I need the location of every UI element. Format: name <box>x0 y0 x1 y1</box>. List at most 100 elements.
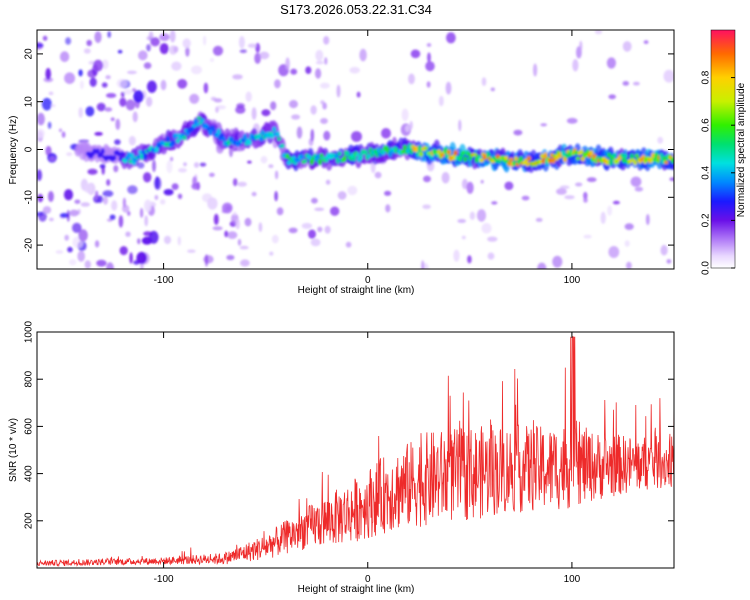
spectrogram-noise-blob <box>96 259 107 267</box>
spectrogram-noise-blob <box>594 30 603 35</box>
spectrogram-ridge-core <box>303 158 308 164</box>
spectrogram-noise-blob <box>109 214 116 220</box>
spectrogram-ridge-core <box>242 134 247 141</box>
spectrogram-noise-blob <box>61 131 66 138</box>
spectrogram-noise-blob <box>351 131 362 142</box>
spectrogram-noise-blob <box>203 255 214 264</box>
spectrogram-noise-blob <box>320 82 330 89</box>
spectrogram-noise-blob <box>244 217 252 227</box>
spectrogram-noise-blob <box>187 249 196 253</box>
spectrogram-noise-blob <box>177 193 183 199</box>
spectrogram-noise-blob <box>159 43 169 55</box>
spectrogram-noise-blob <box>521 195 530 201</box>
spectrogram-noise-blob <box>535 217 543 222</box>
spectrogram-noise-blob <box>166 160 173 174</box>
spectrogram-noise-blob <box>126 70 137 75</box>
spectrogram-noise-blob <box>37 43 44 48</box>
snr-y-tick-label: 1000 <box>24 320 35 343</box>
spectrogram-noise-blob <box>143 62 152 69</box>
spectrogram-ridge-core <box>286 160 292 166</box>
spectrogram-noise-blob <box>401 108 409 122</box>
spectrogram-noise-blob <box>152 159 156 172</box>
spectrogram-ridge-core <box>335 157 341 164</box>
spectrogram-noise-blob <box>222 202 233 214</box>
spectrogram-noise-blob <box>624 240 630 247</box>
spectrogram-noise-blob <box>232 74 243 80</box>
spectrogram-noise-blob <box>49 156 56 162</box>
spectrogram-noise-blob <box>251 191 257 197</box>
snr-axes: -100 0 100 200 400 600 800 1000 <box>24 320 674 585</box>
spectrogram-ridge-core <box>216 128 221 135</box>
spectrogram-noise-blob <box>308 229 316 239</box>
spectrogram-ridge-core <box>272 126 277 133</box>
spectrogram-noise-blob <box>422 204 431 210</box>
spectrogram-noise-blob <box>42 35 48 41</box>
spectrogram-noise-blob <box>105 93 117 98</box>
spectrogram-ridge-core <box>175 138 181 144</box>
spectrogram-noise-blob <box>125 231 131 237</box>
spectrogram-noise-blob <box>311 197 318 204</box>
spectrogram-noise-blob <box>69 209 79 217</box>
spectrogram-noise-blob <box>117 49 123 54</box>
spectrogram-noise-blob <box>564 195 575 200</box>
spectrogram-ridge-core <box>541 158 546 164</box>
spectrogram-noise-blob <box>80 202 91 207</box>
spectrogram-noise-blob <box>189 93 200 104</box>
spectrogram-noise-blob <box>59 213 69 218</box>
spectrogram-noise-blob <box>169 30 176 43</box>
spectrogram-noise-blob <box>410 49 421 59</box>
snr-y-tick-label: 400 <box>24 465 35 482</box>
spectrogram-noise-blob <box>101 59 109 70</box>
spectrogram-ridge-core <box>260 130 265 135</box>
spectrogram-noise-blob <box>209 172 215 177</box>
snr-x-tick-label: -100 <box>154 574 174 585</box>
spectrogram-noise-blob <box>78 229 88 242</box>
spectrogram-ridge-core <box>633 160 638 165</box>
spectrogram-ridge-core <box>414 145 419 153</box>
spectrogram-ridge-core <box>221 136 226 141</box>
spectrogram-noise-blob <box>237 181 247 187</box>
spectrogram-ridge-core <box>342 155 347 162</box>
snr-y-tick-label: 200 <box>24 512 35 529</box>
spectrogram-ridge-core <box>128 159 133 164</box>
spectrogram-noise-blob <box>182 38 191 49</box>
spectrogram-noise-blob <box>131 88 137 93</box>
spectrogram-noise-blob <box>119 97 127 107</box>
spectrogram-ridge-core <box>575 156 581 161</box>
spectrogram-noise-blob <box>583 191 588 200</box>
spectrogram-noise-blob <box>663 69 674 83</box>
spectrogram-ridge-core <box>363 149 368 155</box>
spectrogram-noise-blob <box>409 121 413 130</box>
spectrogram-noise-blob <box>160 79 167 91</box>
spectrogram-noise-blob <box>310 129 315 142</box>
spectrogram-noise-blob <box>146 44 151 52</box>
spectrogram-noise-blob <box>51 104 56 108</box>
spectrogram-ridge-core <box>543 152 548 159</box>
spectrogram-ridge-core <box>402 144 408 150</box>
spectrogram-noise-blob <box>170 156 174 162</box>
spectrogram-noise-blob <box>137 238 141 245</box>
spectrogram-noise-blob <box>66 152 73 157</box>
spectrogram-noise-blob <box>64 234 69 241</box>
spectrogram-noise-blob <box>645 214 650 226</box>
spectrogram-ridge-core <box>129 153 135 160</box>
spectrogram-noise-blob <box>232 178 238 187</box>
spectrogram-noise-blob <box>59 51 70 63</box>
spectrogram-noise-blob <box>426 81 431 88</box>
spectrogram-noise-blob <box>212 226 223 231</box>
spectrogram-ridge-core <box>634 153 639 158</box>
spectrogram-ridge-core <box>654 152 659 159</box>
spectrogram-noise-blob <box>269 251 274 256</box>
spectrogram-ridge-core <box>118 156 123 162</box>
spectrogram-noise-blob <box>426 43 432 47</box>
spectrogram-ridge-core <box>526 156 532 161</box>
spectrogram-noise-blob <box>212 45 224 56</box>
spectrogram-ridge-core <box>409 148 414 155</box>
spectrogram-noise-blob <box>191 183 201 190</box>
spectrogram-x-tick-label: -100 <box>154 275 174 286</box>
spectrogram-ridge-core <box>659 152 664 160</box>
spectrogram-noise-blob <box>137 162 145 169</box>
spectrogram-ridge-core <box>170 139 176 147</box>
spectrogram-noise-blob <box>110 117 115 122</box>
snr-y-axis-label: SNR (10 * v/v) <box>8 418 19 482</box>
